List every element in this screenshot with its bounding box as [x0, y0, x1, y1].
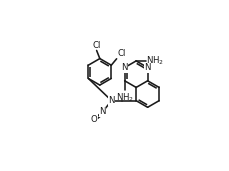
Text: Cl: Cl — [117, 49, 125, 58]
Text: NH$_2$: NH$_2$ — [146, 55, 164, 67]
Text: O: O — [90, 115, 97, 124]
Text: N: N — [99, 107, 106, 116]
Text: N: N — [108, 96, 115, 105]
Text: N: N — [121, 63, 128, 72]
Text: NH$_2$: NH$_2$ — [116, 91, 134, 104]
Text: Cl: Cl — [93, 41, 101, 50]
Text: N: N — [144, 63, 151, 72]
